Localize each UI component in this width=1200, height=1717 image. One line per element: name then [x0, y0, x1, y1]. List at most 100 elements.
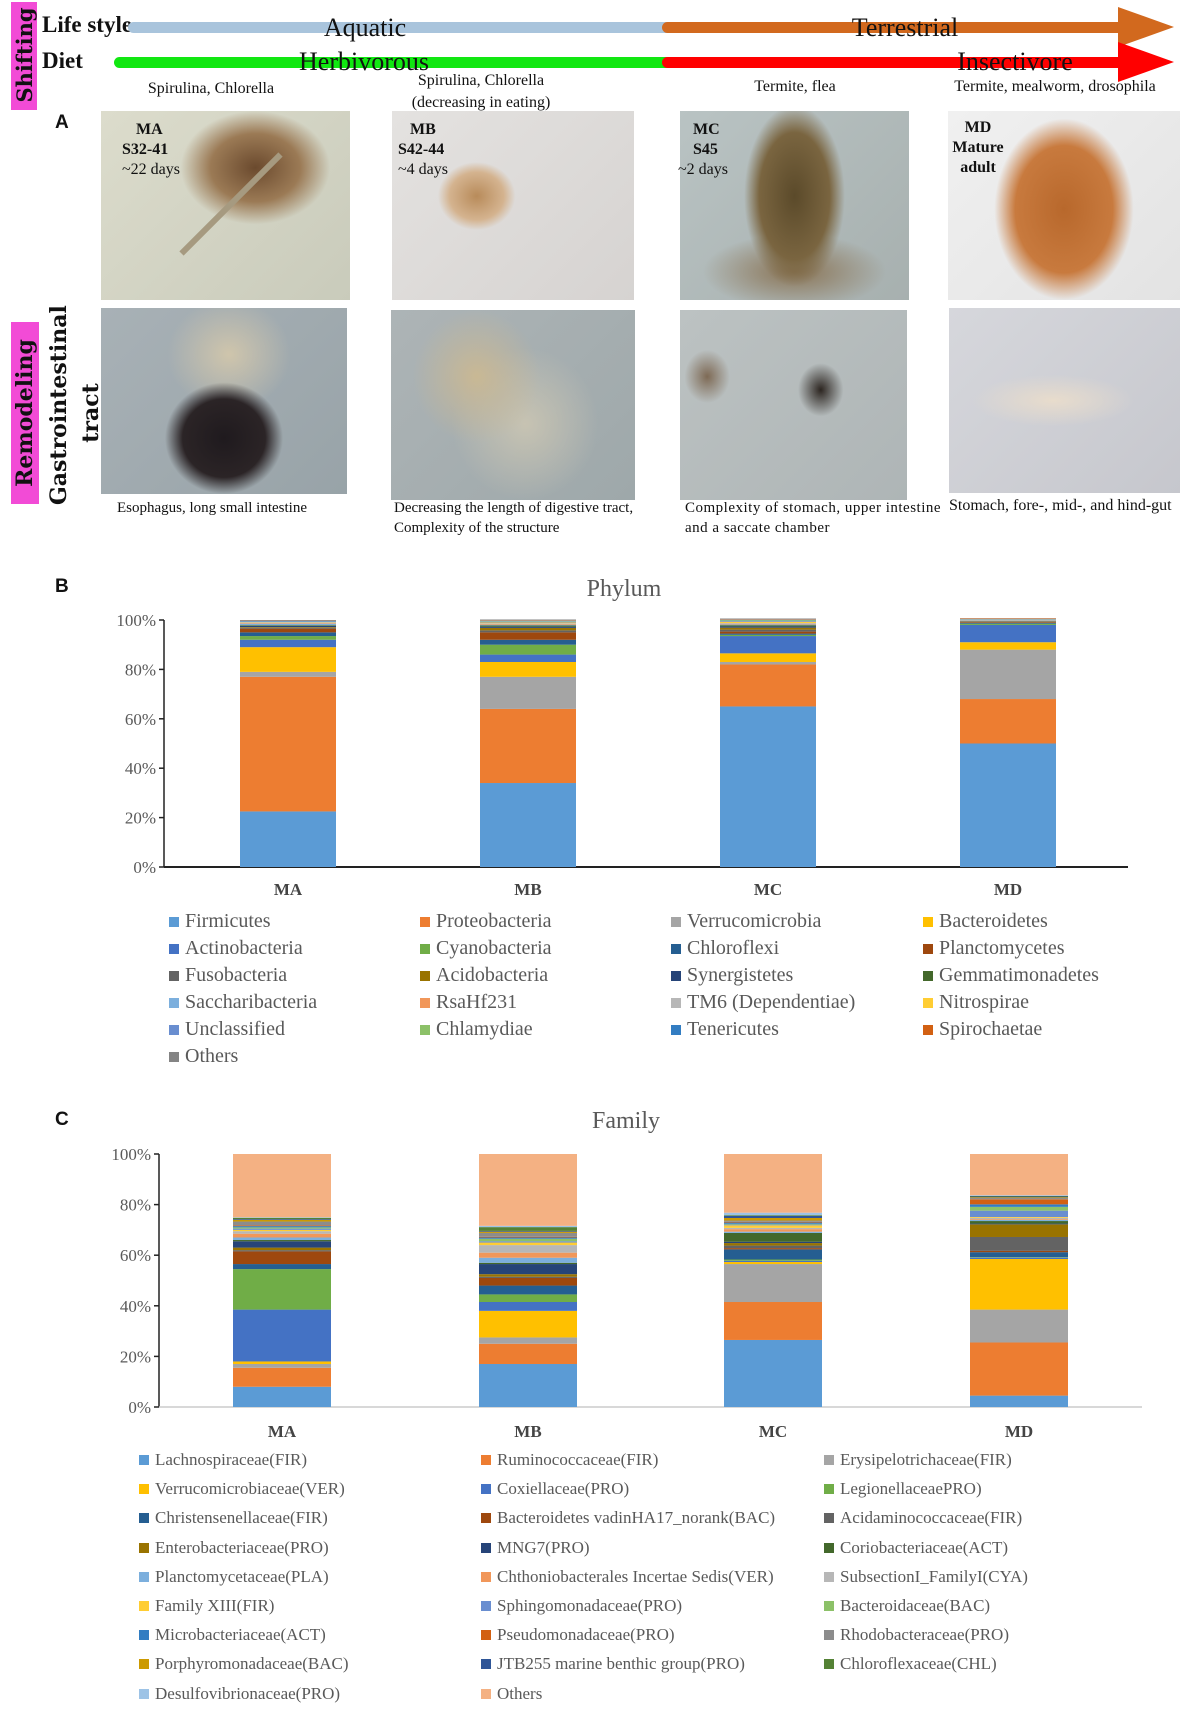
legend-label: Actinobacteria — [185, 937, 303, 959]
bar-segment-MC-1 — [724, 1302, 822, 1340]
diet-ma: Spirulina, Chlorella — [147, 80, 275, 97]
legend-swatch — [481, 1601, 491, 1611]
diet-mc: Termite, flea — [754, 78, 836, 95]
bar-segment-MD-25 — [970, 1154, 1068, 1196]
aquatic-label: Aquatic — [323, 13, 407, 42]
y-tick-label: 0% — [133, 858, 156, 877]
legend-label: Gemmatimonadetes — [939, 964, 1099, 986]
photo-md-gut — [949, 308, 1180, 493]
stage-mb-id: MB — [410, 121, 436, 138]
bar-segment-MA-23 — [233, 1217, 331, 1220]
bar-segment-MA-8 — [233, 1250, 331, 1252]
legend-item: Verrucomicrobia — [671, 910, 821, 933]
bar-segment-MD-11 — [970, 1221, 1068, 1224]
bar-segment-MB-6 — [479, 1285, 577, 1295]
legend-swatch — [169, 970, 179, 981]
legend-item: Fusobacteria — [169, 964, 287, 987]
legend-item: Bacteroidetes vadinHA17_norank(BAC) — [481, 1508, 775, 1528]
legend-swatch — [420, 943, 430, 954]
bar-segment-MC-16 — [720, 620, 816, 622]
bar-segment-MA-14 — [233, 1231, 331, 1234]
bar-segment-MA-24 — [233, 1217, 331, 1218]
legend-item: Others — [481, 1684, 542, 1704]
legend-swatch — [481, 1513, 491, 1524]
bar-segment-MB-10 — [480, 626, 576, 628]
bar-segment-MC-2 — [720, 661, 816, 665]
legend-item: Chthoniobacterales Incertae Sedis(VER) — [481, 1567, 774, 1587]
bar-segment-MC-12 — [720, 624, 816, 626]
bar-segment-MD-2 — [970, 1309, 1068, 1343]
legend-label: Bacteroidetes — [939, 910, 1048, 932]
bar-segment-MC-9 — [724, 1243, 822, 1246]
legend-label: Microbacteriaceae(ACT) — [155, 1625, 326, 1645]
bar-segment-MD-10 — [970, 1223, 1068, 1225]
legend-swatch — [169, 1051, 179, 1062]
legend-label: Christensenellaceae(FIR) — [155, 1508, 328, 1528]
herbivorous-label: Herbivorous — [299, 47, 429, 76]
bar-segment-MC-2 — [724, 1264, 822, 1303]
bar-segment-MD-8 — [970, 1236, 1068, 1251]
photo-mc-gut — [680, 310, 907, 500]
diet-label: Diet — [42, 48, 83, 73]
legend-swatch — [923, 916, 933, 927]
category-label: MA — [274, 880, 303, 899]
y-tick-label: 20% — [120, 1347, 151, 1366]
stage-md-id: MD — [964, 119, 992, 136]
bar-segment-MC-1 — [720, 664, 816, 707]
bar-segment-MC-12 — [724, 1231, 822, 1233]
bar-segment-MD-20 — [970, 1198, 1068, 1200]
legend-swatch — [671, 970, 681, 981]
bar-segment-MB-12 — [479, 1257, 577, 1263]
bar-segment-MD-4 — [970, 1257, 1068, 1259]
legend-item: Acidobacteria — [420, 964, 548, 987]
legend-label: Coriobacteriaceae(ACT) — [840, 1537, 1009, 1557]
bar-segment-MC-25 — [724, 1154, 822, 1213]
legend-label: Family XIII(FIR) — [155, 1596, 275, 1615]
photo-ma-gut — [101, 308, 347, 494]
bar-segment-MA-3 — [233, 1361, 331, 1364]
stage-ma-duration: ~22 days — [122, 161, 180, 178]
photo-mc-froglet — [680, 111, 909, 300]
legend-item: Bacteroidetes — [923, 910, 1048, 933]
legend-label: Chloroflexaceae(CHL) — [840, 1654, 997, 1674]
legend-item: Gemmatimonadetes — [923, 964, 1099, 987]
bar-segment-MB-13 — [479, 1252, 577, 1258]
bar-segment-MA-4 — [240, 639, 336, 648]
bar-segment-MB-6 — [480, 639, 576, 645]
bar-segment-MA-12 — [240, 623, 336, 626]
phylum-stacked-bar-chart: 0% 20% 40% 60% 80% 100% MA MB MC MD — [116, 611, 1128, 899]
bar-segment-MB-10 — [479, 1264, 577, 1275]
legend-swatch — [481, 1659, 491, 1670]
y-tick-label: 40% — [125, 759, 156, 778]
legend-item: Christensenellaceae(FIR) — [139, 1508, 328, 1528]
bar-segment-MC-10 — [724, 1241, 822, 1244]
stage-ma-id: MA — [136, 121, 163, 138]
legend-swatch — [481, 1688, 491, 1699]
bar-segment-MA-1 — [240, 676, 336, 812]
bar-segment-MA-9 — [240, 627, 336, 628]
bar-segment-MD-5 — [960, 623, 1056, 625]
bar-segment-MA-11 — [240, 625, 336, 626]
y-tick-label: 0% — [128, 1398, 151, 1417]
legend-label: Others — [497, 1683, 543, 1703]
bar-segment-MC-17 — [720, 620, 816, 621]
stage-mb: MB S42-44 ~4 days — [398, 120, 448, 180]
bar-segment-MD-13 — [970, 1219, 1068, 1220]
legend-item: Coriobacteriaceae(ACT) — [824, 1538, 1008, 1558]
bar-segment-MA-18 — [233, 1226, 331, 1228]
legend-swatch — [824, 1601, 834, 1611]
caption-md: Stomach, fore-, mid-, and hind-gut — [949, 497, 1172, 514]
legend-swatch — [671, 1024, 681, 1035]
legend-swatch — [824, 1513, 834, 1524]
legend-swatch — [139, 1455, 149, 1465]
legend-label: Others — [185, 1045, 239, 1067]
bar-segment-MC-14 — [724, 1227, 822, 1230]
legend-item: Chlamydiae — [420, 1018, 533, 1041]
legend-label: Synergistetes — [687, 964, 794, 986]
legend-label: LegionellaceaePRO) — [840, 1479, 982, 1499]
bar-segment-MC-5 — [720, 634, 816, 637]
bar-segment-MC-3 — [720, 653, 816, 662]
bar-segment-MB-18 — [479, 1237, 577, 1239]
diet-mb: Spirulina, Chlorella (decreasing in eati… — [412, 70, 551, 114]
bar-segment-MA-2 — [240, 671, 336, 677]
